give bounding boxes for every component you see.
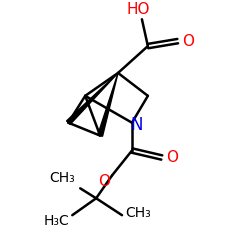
Text: O: O xyxy=(98,174,110,189)
Polygon shape xyxy=(98,73,118,136)
Text: CH₃: CH₃ xyxy=(125,206,151,220)
Text: N: N xyxy=(131,116,143,134)
Text: O: O xyxy=(182,34,194,49)
Text: HO: HO xyxy=(126,2,150,17)
Polygon shape xyxy=(66,73,118,124)
Text: H₃C: H₃C xyxy=(44,214,69,228)
Text: CH₃: CH₃ xyxy=(50,172,75,185)
Text: O: O xyxy=(166,150,178,165)
